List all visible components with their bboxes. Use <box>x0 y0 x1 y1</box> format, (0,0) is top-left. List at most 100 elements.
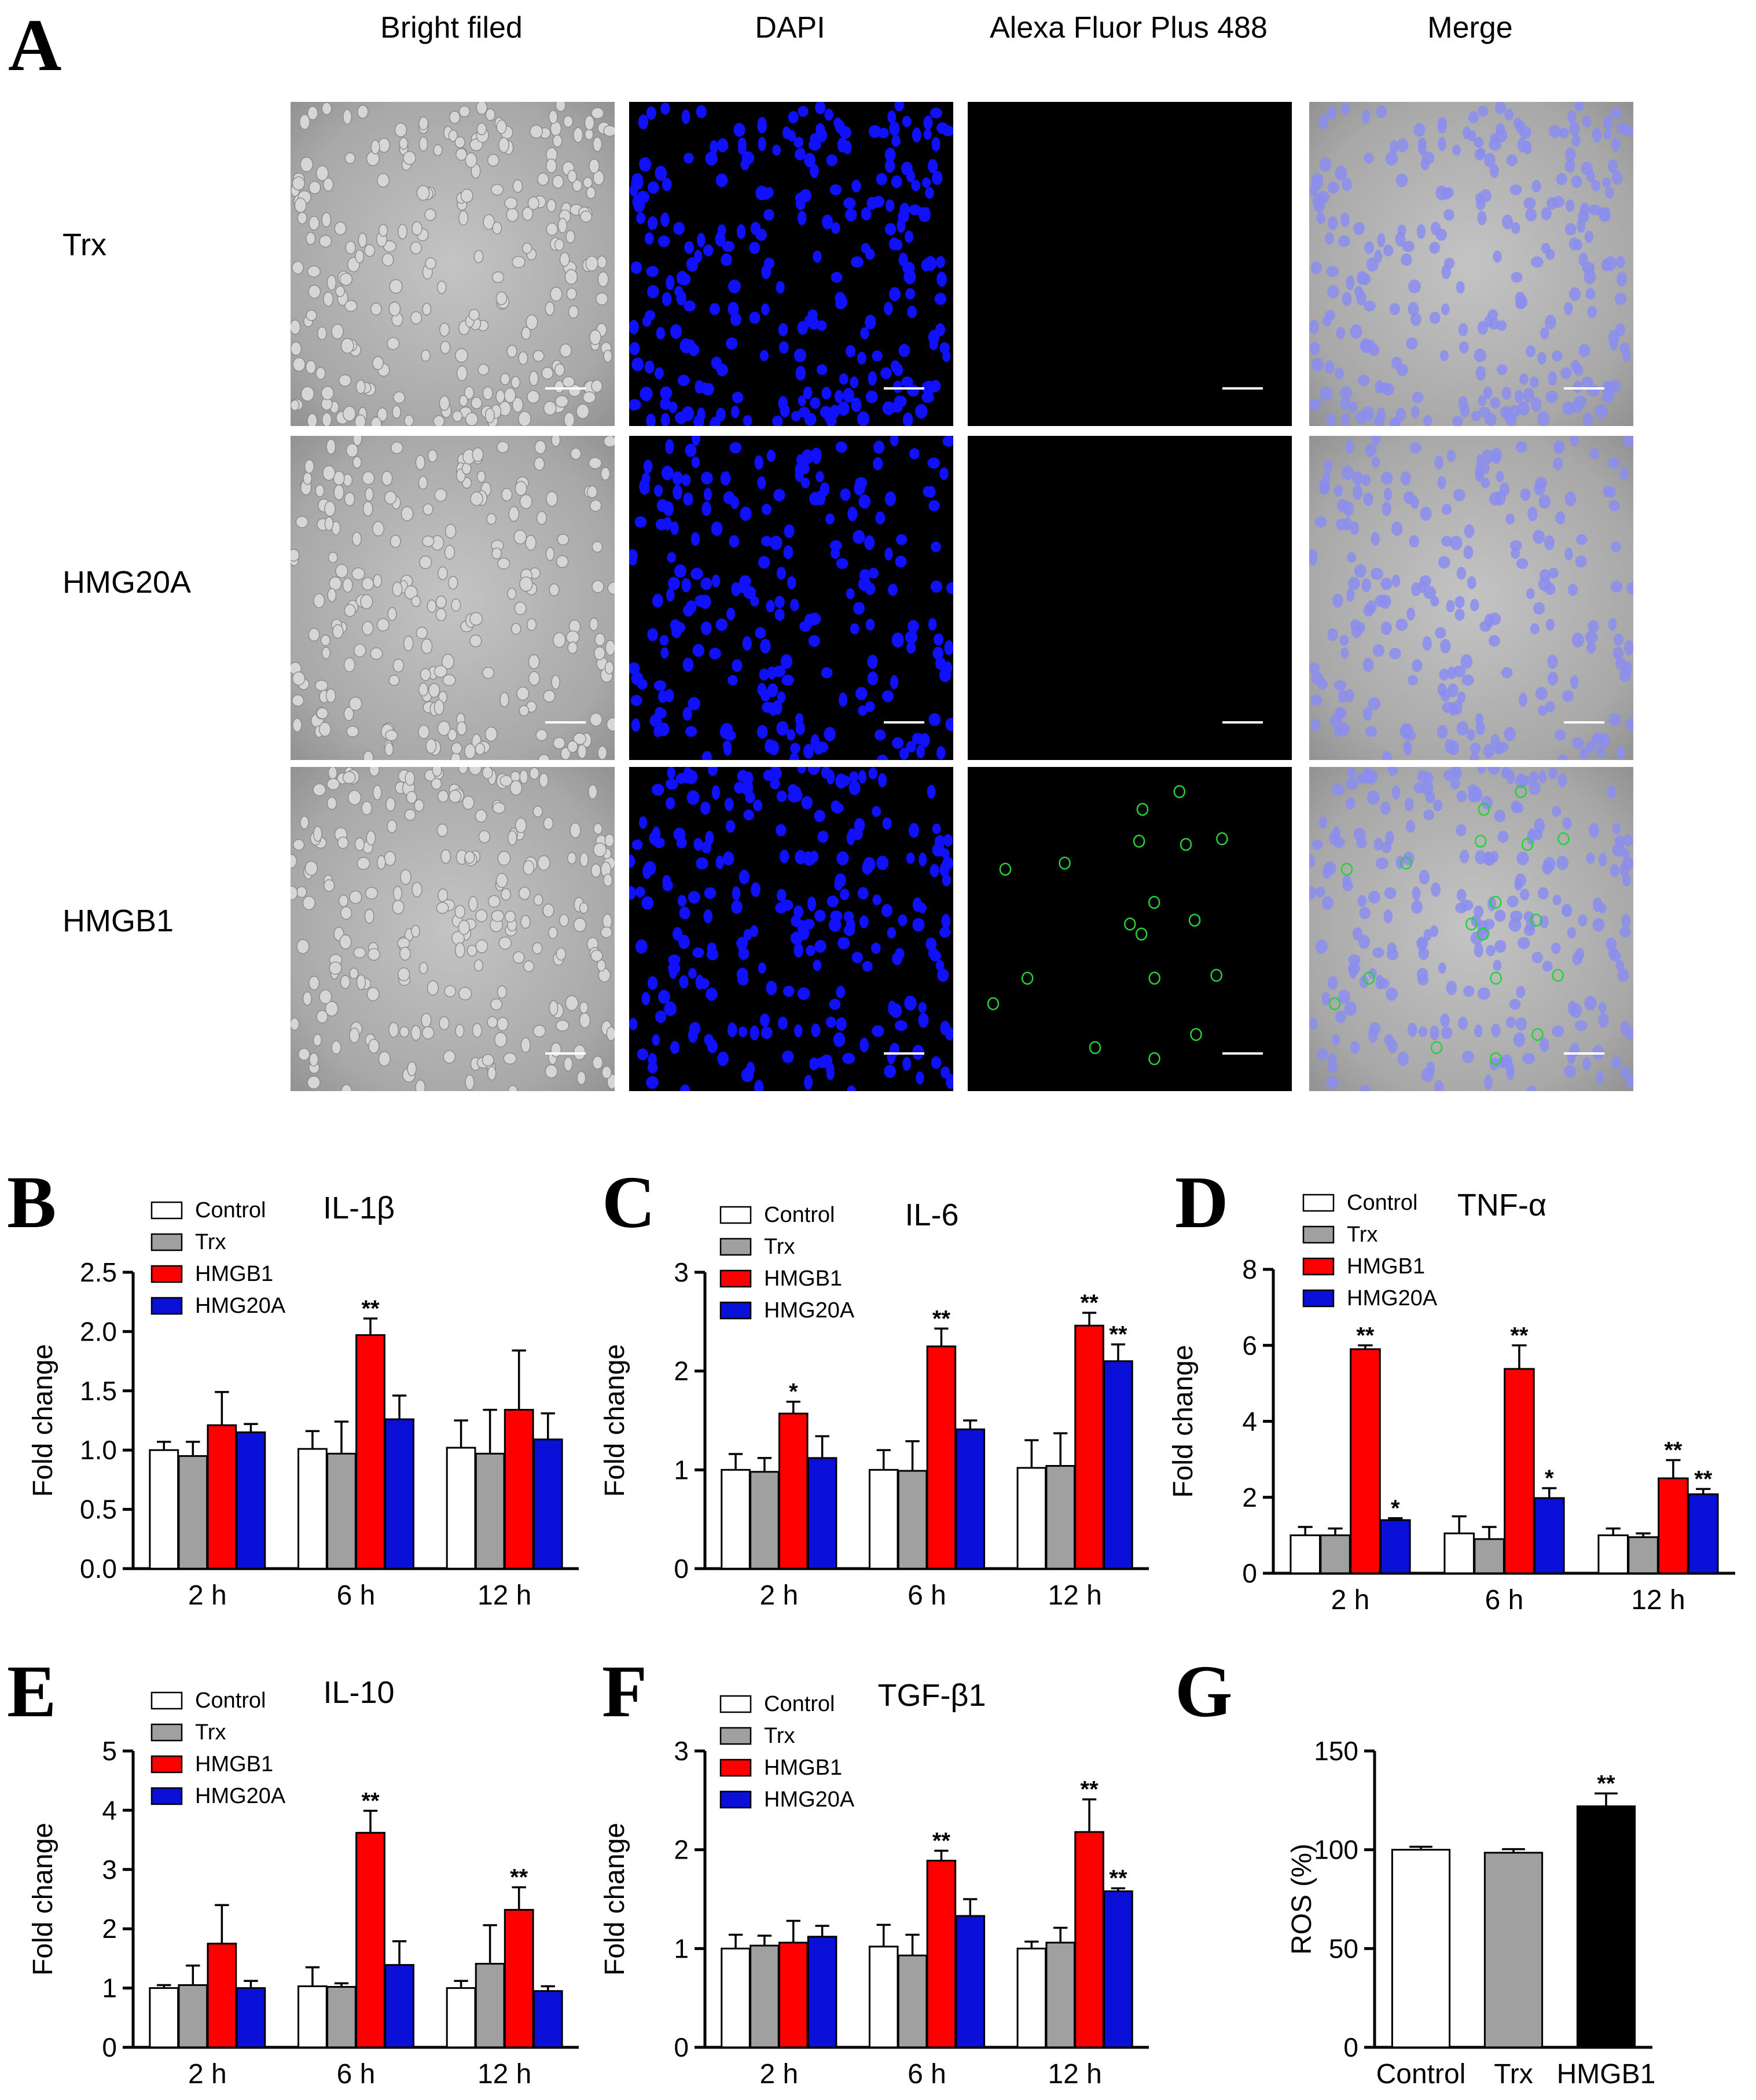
legend-swatch <box>150 1201 183 1220</box>
legend-swatch <box>1302 1225 1335 1244</box>
bar-control <box>1443 1532 1475 1574</box>
y-tick-label: 0 <box>1343 2032 1358 2062</box>
y-tick-label: 3 <box>674 1736 689 1766</box>
x-tick-label: 6 h <box>1485 1585 1524 1616</box>
significance-mark: ** <box>932 1828 951 1853</box>
bar-hmgb1 <box>355 1831 385 2048</box>
legend-label: HMG20A <box>195 1294 286 1318</box>
chart-e: E 0 1 2 3 4 5 Fold change IL-10 2 h 6 h 12 h ** ** Con… <box>7 1650 579 2090</box>
x-tick-label: 2 h <box>759 1580 798 1611</box>
bar-hmg20a <box>1688 1493 1719 1574</box>
y-tick-label: 50 <box>1329 1933 1358 1963</box>
micrograph-hmgb1-alexa <box>968 767 1292 1091</box>
significance-mark: ** <box>510 1865 528 1890</box>
bar-control <box>1016 1467 1047 1570</box>
legend-swatch <box>1302 1257 1335 1276</box>
bar-hmgb1 <box>207 1943 237 2048</box>
bar-control <box>1016 1947 1047 2048</box>
significance-mark: * <box>789 1379 798 1405</box>
bar-trx <box>750 1471 780 1570</box>
bar-hmg20a <box>1103 1890 1133 2048</box>
legend-swatch <box>719 1758 752 1777</box>
x-tick-label: 2 h <box>188 2059 227 2090</box>
y-tick-label: 2.0 <box>80 1316 117 1346</box>
x-tick-label: HMGB1 <box>1557 2059 1656 2090</box>
bar-hmgb1 <box>1576 1805 1636 2048</box>
micrograph-trx-merge <box>1309 102 1633 426</box>
y-tick-label: 4 <box>102 1795 117 1825</box>
bar-hmg20a <box>955 1428 986 1570</box>
bar-hmgb1 <box>1658 1477 1689 1574</box>
significance-mark: ** <box>1081 1290 1099 1316</box>
chart-g: G 0 50 100 150 ROS (%) Control Trx HMGB1 ** <box>1175 1650 1655 2090</box>
bar-hmg20a <box>1380 1519 1411 1574</box>
legend-label: Trx <box>195 1230 226 1254</box>
legend-swatch <box>150 1755 183 1774</box>
bar-control <box>868 1945 899 2048</box>
column-header-dapi: DAPI <box>755 11 825 45</box>
y-tick-label: 0 <box>674 2032 689 2062</box>
y-axis-label: Fold change <box>600 1344 630 1497</box>
legend-label: Control <box>1347 1191 1418 1215</box>
micrograph-trx-alexa <box>968 102 1292 426</box>
x-tick-label: Control <box>1376 2059 1466 2090</box>
panel-letter-a: A <box>8 4 62 86</box>
significance-mark: ** <box>1510 1323 1529 1348</box>
bar-hmg20a <box>807 1936 837 2048</box>
legend-swatch <box>719 1269 752 1288</box>
legend-swatch <box>1302 1194 1335 1212</box>
legend-label: HMG20A <box>764 1787 855 1812</box>
x-tick-label: 12 h <box>477 2059 531 2090</box>
x-tick-label: 6 h <box>337 1580 376 1611</box>
legend-label: Trx <box>195 1720 226 1745</box>
micrograph-hmg20a-bright <box>291 436 615 760</box>
x-tick-label: Trx <box>1494 2059 1533 2090</box>
legend-label: HMG20A <box>764 1298 855 1323</box>
y-tick-label: 1 <box>102 1973 117 2003</box>
row-label-hmgb1: HMGB1 <box>63 904 174 938</box>
bar-trx <box>897 1954 928 2048</box>
micrograph-hmgb1-dapi <box>629 767 953 1091</box>
legend-label: HMGB1 <box>195 1752 273 1776</box>
legend-label: HMGB1 <box>195 1262 273 1286</box>
y-tick-label: 0 <box>102 2032 117 2062</box>
legend-swatch <box>150 1297 183 1315</box>
x-tick-label: 2 h <box>188 1580 227 1611</box>
bar-trx <box>1628 1536 1659 1574</box>
bar-hmg20a <box>532 1438 563 1570</box>
x-tick-label: 6 h <box>337 2059 376 2090</box>
x-tick-label: 2 h <box>1331 1585 1370 1616</box>
bar-trx <box>897 1470 928 1570</box>
significance-mark: * <box>1391 1496 1400 1521</box>
bar-trx <box>1483 1852 1544 2048</box>
bar-trx <box>1320 1534 1351 1574</box>
micrograph-trx-dapi <box>629 102 953 426</box>
bar-control <box>446 1446 476 1570</box>
legend-label: HMGB1 <box>764 1266 842 1291</box>
bar-control <box>149 1449 179 1570</box>
y-tick-label: 1 <box>674 1455 689 1485</box>
significance-mark: ** <box>1597 1771 1615 1796</box>
micrograph-hmgb1-bright <box>291 767 615 1091</box>
bar-trx <box>326 1452 357 1570</box>
micrograph-hmg20a-alexa <box>968 436 1292 760</box>
y-tick-label: 2 <box>674 1835 689 1865</box>
bar-hmg20a <box>955 1915 986 2048</box>
legend-label: Control <box>764 1692 835 1716</box>
bar-hmgb1 <box>355 1334 385 1570</box>
panel-letter-c: C <box>602 1161 655 1243</box>
row-label-hmg20a: HMG20A <box>63 565 192 600</box>
x-tick-label: 6 h <box>908 2059 946 2090</box>
y-tick-label: 6 <box>1242 1330 1257 1360</box>
y-tick-label: 1.0 <box>80 1435 117 1465</box>
bar-hmgb1 <box>1504 1368 1535 1574</box>
legend-label: Control <box>764 1203 835 1227</box>
bar-trx <box>178 1984 208 2048</box>
significance-mark: ** <box>1664 1437 1682 1463</box>
legend-swatch <box>150 1723 183 1742</box>
legend-swatch <box>150 1787 183 1805</box>
significance-mark: * <box>1545 1466 1554 1491</box>
panel-letter-b: B <box>7 1161 56 1243</box>
column-header-alexa: Alexa Fluor Plus 488 <box>990 11 1268 45</box>
